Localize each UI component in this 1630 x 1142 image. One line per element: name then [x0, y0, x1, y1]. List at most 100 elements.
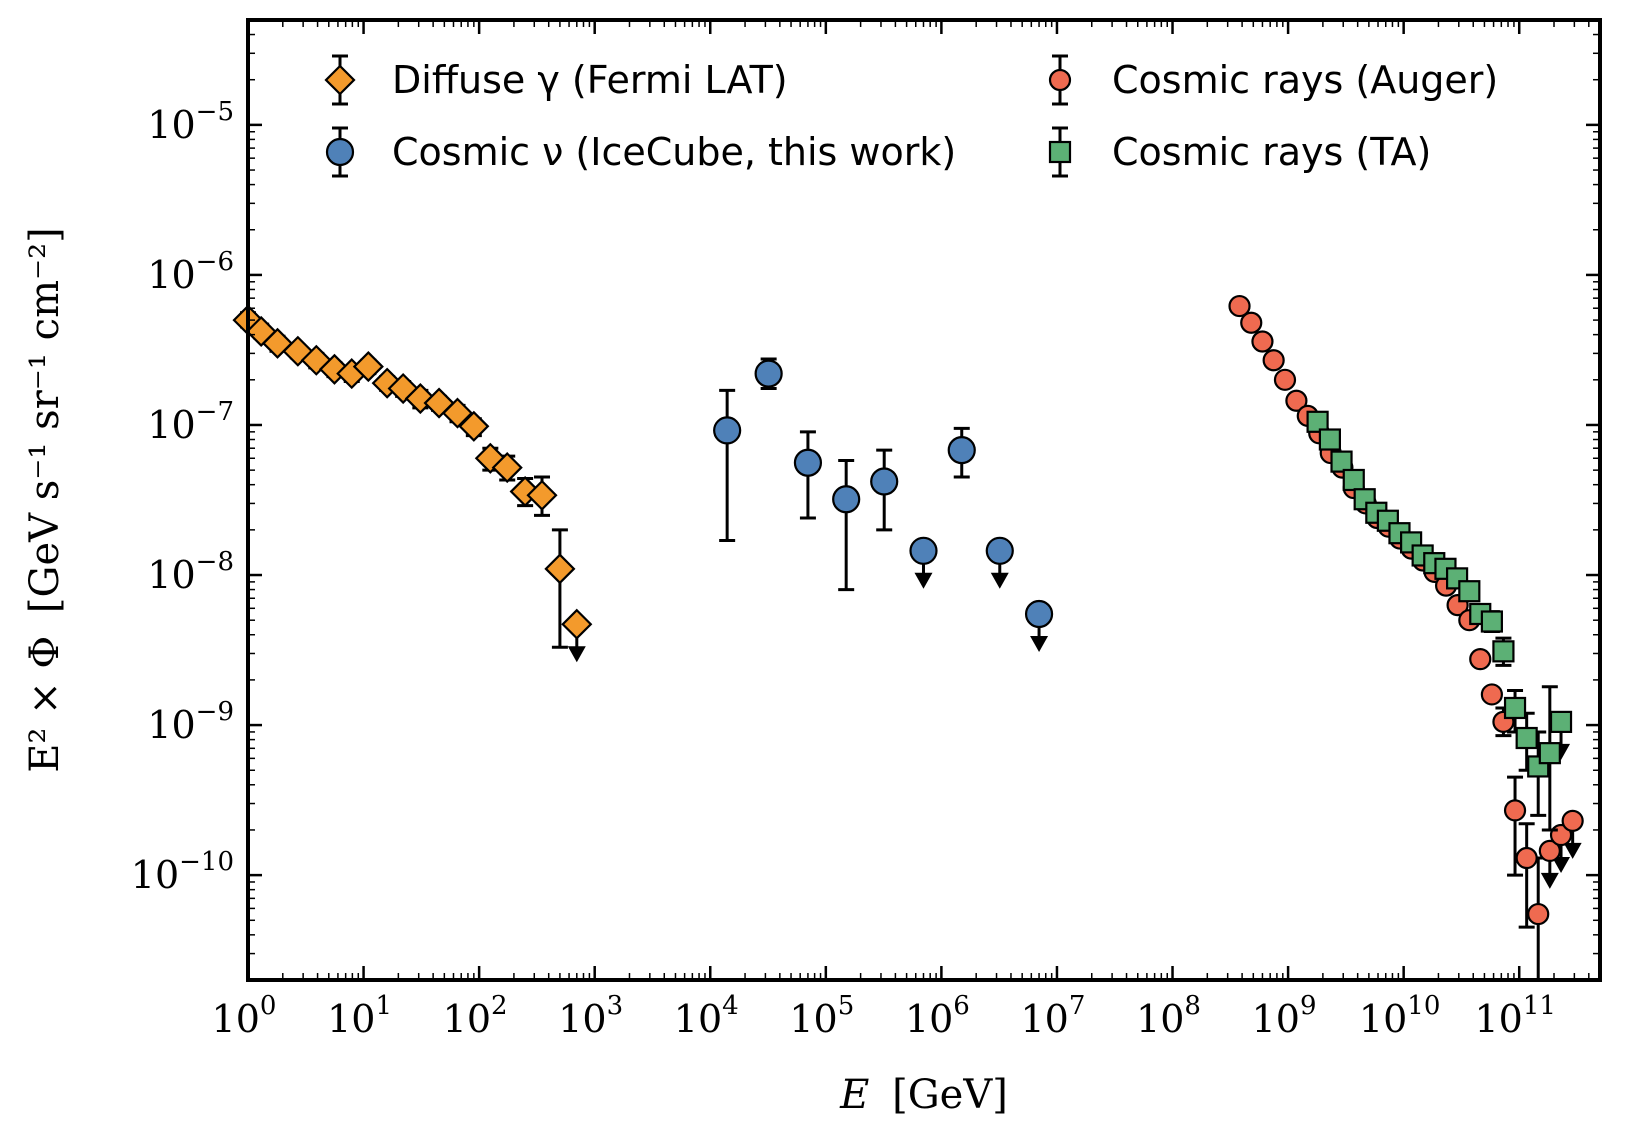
series-1 [713, 357, 1054, 652]
y-tick-label: 10−8 [147, 547, 234, 597]
upper-limit-arrow-head [1563, 842, 1582, 859]
data-point [1240, 311, 1263, 334]
upper-limit-arrow-head [1540, 872, 1559, 889]
data-point [947, 436, 976, 465]
data-point [544, 553, 576, 585]
x-tick-base: 10 [212, 997, 260, 1041]
legend-entry: Diffuse γ (Fermi LAT) [324, 54, 788, 106]
x-tick-label: 104 [674, 991, 739, 1041]
data-point [832, 485, 861, 514]
upper-limit-arrow-head [990, 572, 1009, 589]
data-point [1503, 696, 1527, 720]
x-tick-label: 1011 [1474, 991, 1555, 1041]
legend-marker [1048, 140, 1072, 164]
legend: Diffuse γ (Fermi LAT) Cosmic ν (IceCube, … [324, 54, 1498, 178]
tick-labels: 100 101 102 103 104 105 106 107 108 109 1010 101110… [131, 97, 1556, 1041]
y-tick-exponent: −5 [196, 97, 234, 127]
data-point [1458, 580, 1481, 603]
data-point [909, 536, 938, 565]
x-axis-variable: E [839, 1072, 869, 1118]
x-tick-exponent: 3 [607, 991, 624, 1021]
y-axis-unit: [GeV s⁻¹ sr⁻¹ cm⁻²] [22, 227, 68, 613]
legend-label: Cosmic ν (IceCube, this work) [392, 130, 956, 174]
x-tick-exponent: 1 [375, 991, 392, 1021]
legend-entry: Cosmic rays (Auger) [1048, 54, 1498, 106]
x-tick-base: 10 [789, 997, 837, 1041]
data-point [1549, 710, 1573, 733]
y-tick-label: 10−9 [147, 697, 234, 747]
x-tick-label: 106 [905, 991, 970, 1041]
x-tick-base: 10 [1474, 997, 1522, 1041]
y-axis-label: E² × Φ [GeV s⁻¹ sr⁻¹ cm⁻²] [22, 227, 68, 773]
data-point [352, 351, 384, 383]
data-point [526, 479, 558, 511]
x-tick-exponent: 11 [1523, 991, 1556, 1021]
y-tick-exponent: −9 [196, 697, 234, 727]
x-tick-label: 102 [443, 991, 508, 1041]
y-tick-base: 10 [131, 853, 179, 897]
x-tick-exponent: 5 [838, 991, 855, 1021]
data-point [1342, 468, 1365, 492]
data-point [1318, 428, 1341, 451]
series-3 [1306, 410, 1573, 832]
x-tick-exponent: 10 [1407, 991, 1440, 1021]
x-tick-exponent: 0 [260, 991, 277, 1021]
x-tick-exponent: 4 [722, 991, 739, 1021]
x-tick-label: 107 [1021, 991, 1086, 1041]
data-point [1262, 349, 1285, 372]
legend-label: Cosmic rays (Auger) [1112, 58, 1498, 102]
x-tick-base: 10 [558, 997, 606, 1041]
x-tick-label: 101 [327, 991, 392, 1041]
data-point [1561, 809, 1584, 832]
data-point [1469, 648, 1492, 671]
x-tick-exponent: 8 [1184, 991, 1201, 1021]
data-point [1515, 726, 1538, 750]
y-tick-base: 10 [147, 103, 195, 147]
legend-entry: Cosmic rays (TA) [1048, 126, 1431, 178]
x-tick-base: 10 [1359, 997, 1407, 1041]
x-tick-label: 1010 [1359, 991, 1440, 1041]
x-axis-unit: [GeV] [892, 1072, 1008, 1118]
series-2 [1228, 294, 1584, 982]
y-tick-label: 10−6 [147, 247, 234, 297]
data-point [1480, 610, 1503, 633]
legend-entry: Cosmic ν (IceCube, this work) [325, 126, 956, 178]
upper-limit-arrow-head [914, 572, 933, 589]
x-axis-label: E [GeV] [839, 1072, 1008, 1118]
x-tick-label: 108 [1136, 991, 1201, 1041]
data-point [1503, 799, 1527, 822]
y-tick-exponent: −8 [196, 547, 234, 577]
x-tick-exponent: 6 [953, 991, 970, 1021]
data-point [1285, 389, 1308, 412]
data-point [793, 448, 823, 477]
data-point [491, 452, 523, 484]
data-point [870, 467, 899, 496]
data-point [1251, 330, 1274, 353]
data-point [754, 359, 783, 388]
y-tick-label: 10−7 [147, 397, 234, 447]
data-point [561, 608, 593, 640]
data-point [1492, 640, 1515, 663]
x-tick-base: 10 [327, 997, 375, 1041]
upper-limit-arrow-head [1030, 635, 1049, 652]
data-point [1273, 368, 1297, 391]
y-tick-base: 10 [147, 553, 195, 597]
y-tick-label: 10−5 [147, 97, 234, 147]
data-point [1515, 846, 1538, 870]
data-point [1228, 294, 1251, 318]
data-point [1527, 902, 1550, 926]
data-point [1024, 599, 1054, 629]
x-tick-exponent: 9 [1300, 991, 1317, 1021]
x-tick-base: 10 [1252, 997, 1300, 1041]
x-tick-exponent: 2 [491, 991, 508, 1021]
y-axis-quantity: E² × Φ [22, 636, 68, 773]
data-point [1538, 839, 1561, 863]
x-tick-base: 10 [674, 997, 722, 1041]
data-point [1480, 683, 1503, 706]
y-tick-label: 10−10 [131, 847, 234, 897]
legend-marker [325, 137, 355, 167]
plot-marks [232, 294, 1584, 982]
x-tick-label: 103 [558, 991, 623, 1041]
x-tick-base: 10 [1136, 997, 1184, 1041]
